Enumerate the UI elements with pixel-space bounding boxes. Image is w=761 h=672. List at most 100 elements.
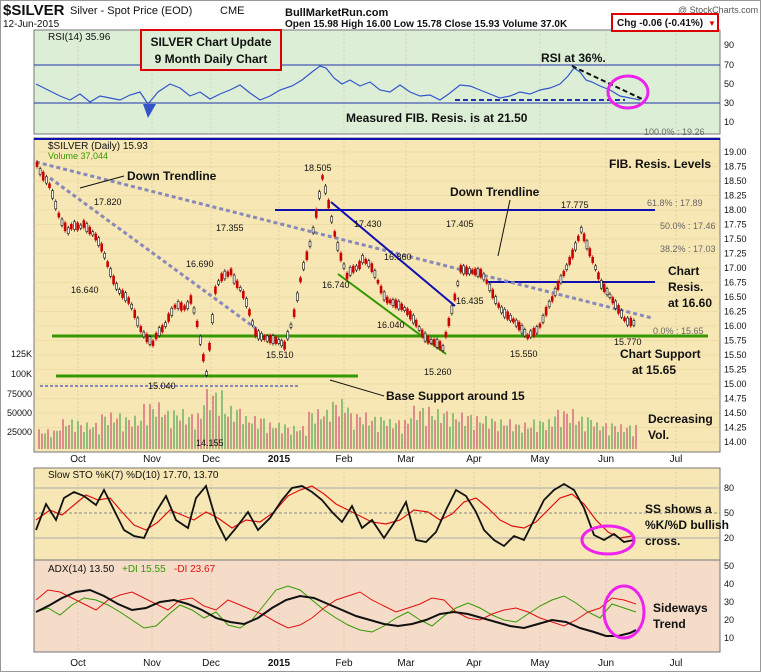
volume-bar [212, 395, 214, 449]
price-data-label: 15.510 [266, 350, 294, 360]
adx-label: ADX(14) 13.50 [48, 564, 115, 575]
candle-body [602, 283, 606, 292]
candle-body [517, 321, 521, 331]
down-trendline-label-left: Down Trendline [127, 169, 217, 183]
candle-body [535, 326, 539, 334]
candle-body [186, 301, 190, 309]
candle-body [468, 267, 471, 275]
volume-bar [575, 424, 577, 449]
volume-bar [56, 430, 58, 449]
volume-bar [566, 413, 568, 449]
volume-bar [146, 425, 148, 449]
volume-bar [194, 429, 196, 449]
volume-bar [539, 421, 541, 449]
volume-bar [185, 424, 187, 449]
price-axis-tick: 15.50 [724, 350, 747, 360]
rsi-highlight-circle [606, 74, 650, 110]
candle-body [588, 248, 592, 257]
price-data-label: 15.260 [424, 367, 452, 377]
rsi-axis-tick: 70 [724, 60, 734, 70]
candle-body [205, 371, 208, 376]
month-label-mid: May [531, 454, 550, 465]
candle-body [339, 252, 343, 261]
volume-bar [107, 425, 109, 449]
candle-body [176, 301, 180, 309]
price-axis-tick: 17.25 [724, 249, 747, 259]
price-data-label: 17.820 [94, 197, 122, 207]
volume-bar [506, 425, 508, 449]
volume-bar [203, 405, 205, 449]
candle-body [435, 339, 439, 348]
volume-bar [308, 411, 310, 449]
volume-bar [386, 425, 388, 449]
price-data-label: 16.690 [186, 259, 214, 269]
candle-body [594, 265, 597, 270]
candle-body [88, 226, 92, 235]
sto-annotation-3: cross. [645, 534, 680, 548]
price-label: $SILVER (Daily) 15.93 [48, 141, 148, 152]
volume-bar [395, 423, 397, 449]
volume-bar [626, 427, 628, 449]
symbol: $SILVER [3, 2, 65, 19]
candle-body [441, 345, 445, 351]
price-data-label: 18.505 [304, 163, 332, 173]
volume-bar [233, 421, 235, 449]
candle-body [373, 270, 377, 278]
month-label: May [531, 658, 550, 669]
candle-body [60, 218, 64, 226]
candle-body [54, 201, 58, 210]
volume-bar [320, 419, 322, 449]
candle-body [450, 305, 454, 314]
volume-bar [419, 411, 421, 449]
volume-bar [248, 422, 250, 449]
candle-body [394, 299, 398, 308]
volume-bar [191, 414, 193, 449]
chg-arrow-icon: ▼ [708, 19, 716, 28]
volume-axis-tick: 50000 [7, 408, 32, 418]
volume-bar [593, 426, 595, 449]
candle-body [91, 231, 95, 236]
title-box [140, 29, 282, 71]
site: BullMarketRun.com [285, 7, 389, 19]
candle-body [605, 288, 609, 296]
month-label-mid: Apr [466, 454, 482, 465]
volume-bar [281, 433, 283, 449]
volume-bar [74, 431, 76, 449]
volume-bar [254, 415, 256, 449]
candle-body [582, 233, 586, 242]
volume-bar [311, 413, 313, 449]
volume-bar [557, 409, 559, 449]
volume-bar [221, 390, 223, 449]
candle-body [632, 320, 636, 326]
volume-bar [242, 424, 244, 449]
volume-bar [587, 417, 589, 449]
candle-body [614, 300, 617, 309]
sto-axis-tick: 20 [724, 533, 734, 543]
volume-bar [62, 419, 64, 449]
candle-body [397, 300, 401, 310]
sto-axis-tick: 50 [724, 508, 734, 518]
candle-body [336, 242, 340, 251]
price-data-label: 15.040 [148, 381, 176, 391]
volume-bar [617, 431, 619, 449]
month-label-mid: Jul [670, 454, 683, 465]
volume-bar [620, 424, 622, 449]
volume-bar [446, 411, 448, 449]
down-trendline-left [49, 176, 259, 332]
candle-body [348, 266, 352, 276]
price-axis-tick: 18.75 [724, 162, 747, 172]
candle-body [82, 220, 86, 228]
volume-bar [59, 430, 61, 449]
volume-bar [407, 423, 409, 449]
candle-body [577, 235, 580, 241]
fib-618-label: 61.8% : 17.89 [647, 198, 703, 208]
volume-bar [293, 425, 295, 449]
month-label: Mar [397, 658, 415, 669]
volume-bar [527, 428, 529, 449]
volume-bar [44, 433, 46, 449]
volume-bar [500, 419, 502, 449]
rsi-axis-tick: 30 [724, 98, 734, 108]
volume-bar [182, 409, 184, 449]
adx-mdi-line [35, 589, 637, 629]
title-box-line1: SILVER Chart Update [150, 35, 271, 49]
